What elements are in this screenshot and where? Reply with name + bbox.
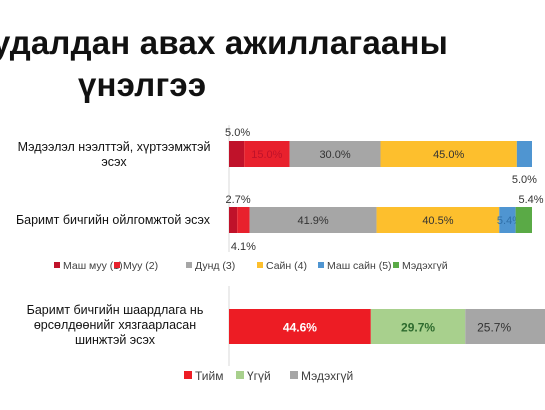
legend-swatch-1-3 xyxy=(186,262,192,268)
category-label-3-line-1: Баримт бичгийн шаардлага нь xyxy=(26,303,204,317)
bar-segment-r2-s3 xyxy=(249,207,377,233)
bar-segment-r1-s2 xyxy=(244,141,290,167)
legend-swatch-2-2 xyxy=(236,371,244,379)
legend-label-1-4: Сайн (4) xyxy=(266,260,307,272)
data-label-r1-s4: 45.0% xyxy=(433,149,464,161)
data-label-r1-s2: 15.0% xyxy=(251,149,282,161)
category-label-3-line-3: шинжтэй эсэх xyxy=(74,333,156,347)
data-label-r1-s1: 5.0% xyxy=(225,127,250,139)
category-label-2: Баримт бичгийн ойлгомжтой эсэх xyxy=(0,213,226,228)
bar-segment-r1-s4 xyxy=(380,141,517,167)
legend-swatch-1-1 xyxy=(54,262,60,268)
bar-segment-q2-s3 xyxy=(465,309,545,344)
data-label-r1-s3: 30.0% xyxy=(319,149,350,161)
bar-segment-r1-s1 xyxy=(229,141,245,167)
data-label-r2-s1: 2.7% xyxy=(226,194,251,206)
data-label-r2-s6: 5.4% xyxy=(518,194,543,206)
legend-label-1-3: Дунд (3) xyxy=(195,260,235,272)
legend-swatch-2-1 xyxy=(184,371,192,379)
legend-swatch-1-2 xyxy=(114,262,120,268)
legend-swatch-1-5 xyxy=(318,262,324,268)
data-label-q2-s2: 29.7% xyxy=(401,321,435,335)
bar-segment-r1-s5 xyxy=(516,141,532,167)
bar-segment-r2-s2 xyxy=(237,207,250,233)
data-label-r1-s5: 5.0% xyxy=(512,174,537,186)
legend-label-1-5: Маш сайн (5) xyxy=(327,260,392,272)
category-label-2-line-1: Баримт бичгийн ойлгомжтой эсэх xyxy=(15,213,211,227)
legend-label-2-2: Үгүй xyxy=(247,369,271,383)
legend-label-1-1: Маш муу (1) xyxy=(63,260,123,272)
data-label-r2-s2: 4.1% xyxy=(231,241,256,253)
chart-title-line-1: удалдан авах ажиллагааны xyxy=(0,24,448,61)
legend-swatch-1-4 xyxy=(257,262,263,268)
chart-title-line-2: үнэлгээ xyxy=(78,66,207,103)
bar-segment-r2-s4 xyxy=(376,207,500,233)
data-label-q2-s3: 25.7% xyxy=(477,321,511,335)
legend-label-2-3: Мэдэхгүй xyxy=(301,369,353,383)
data-label-q2-s1: 44.6% xyxy=(283,321,317,335)
category-label-3-line-2: өрсөлдөөнийг хязгаарласан xyxy=(33,318,197,332)
legend-label-1-2: Муу (2) xyxy=(123,260,158,272)
bar-segment-r2-s1 xyxy=(229,207,238,233)
legend-label-1-6: Мэдэхгүй xyxy=(402,260,448,272)
bar-segment-r2-s6 xyxy=(515,207,532,233)
category-label-1: Мэдээлэл нээлттэй, хүртээмжтэй эсэх xyxy=(0,140,228,170)
category-label-1-line-1: Мэдээлэл нээлттэй, хүртээмжтэй xyxy=(17,140,211,154)
data-label-r2-s3: 41.9% xyxy=(297,215,328,227)
data-label-r2-s4: 40.5% xyxy=(422,215,453,227)
bar-segment-r1-s3 xyxy=(289,141,381,167)
bar-segment-r2-s5 xyxy=(499,207,516,233)
legend-swatch-2-3 xyxy=(290,371,298,379)
category-label-1-line-2: эсэх xyxy=(101,155,127,169)
bar-segment-q2-s1 xyxy=(229,309,371,344)
category-label-3: Баримт бичгийн шаардлага нь өрсөлдөөнийг… xyxy=(8,303,222,348)
legend-label-2-1: Тийм xyxy=(195,369,223,383)
bar-segment-q2-s2 xyxy=(370,309,466,344)
legend-swatch-1-6 xyxy=(393,262,399,268)
